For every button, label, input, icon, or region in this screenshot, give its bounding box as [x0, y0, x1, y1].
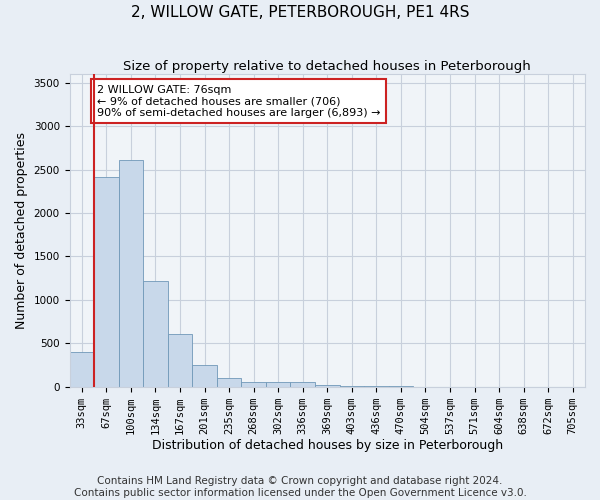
Bar: [143, 281, 168, 386]
Text: 2 WILLOW GATE: 76sqm
← 9% of detached houses are smaller (706)
90% of semi-detac: 2 WILLOW GATE: 76sqm ← 9% of detached ho…: [97, 84, 380, 118]
Y-axis label: Number of detached properties: Number of detached properties: [15, 132, 28, 329]
Text: Contains HM Land Registry data © Crown copyright and database right 2024.
Contai: Contains HM Land Registry data © Crown c…: [74, 476, 526, 498]
Bar: [266, 382, 290, 386]
Bar: [192, 365, 217, 386]
Bar: [315, 385, 340, 386]
Bar: [290, 382, 315, 386]
Title: Size of property relative to detached houses in Peterborough: Size of property relative to detached ho…: [124, 60, 531, 73]
Bar: [217, 378, 241, 386]
Text: 2, WILLOW GATE, PETERBOROUGH, PE1 4RS: 2, WILLOW GATE, PETERBOROUGH, PE1 4RS: [131, 5, 469, 20]
Bar: [119, 160, 143, 386]
Bar: [70, 352, 94, 386]
Bar: [168, 334, 192, 386]
Bar: [94, 176, 119, 386]
X-axis label: Distribution of detached houses by size in Peterborough: Distribution of detached houses by size …: [152, 440, 503, 452]
Bar: [241, 382, 266, 386]
